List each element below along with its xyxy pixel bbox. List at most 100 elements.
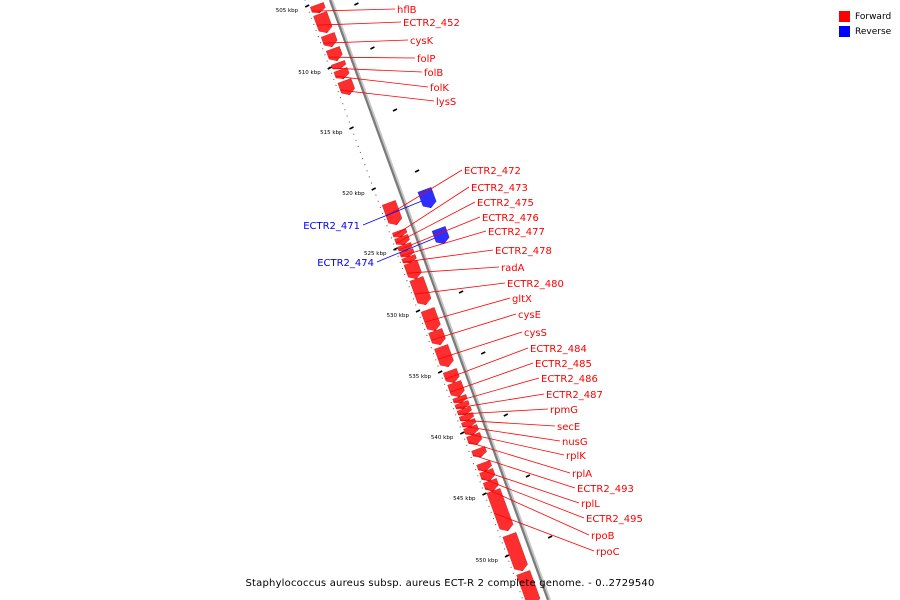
gene-label-rada: radA	[501, 263, 525, 274]
gene-arrow-forward-16	[428, 328, 446, 346]
scale-dot	[432, 353, 435, 355]
scale-dot	[397, 255, 399, 257]
scale-tick	[504, 554, 510, 558]
scale-dot	[384, 219, 386, 221]
scale-dot	[475, 469, 477, 471]
scale-dot	[339, 97, 342, 99]
gene-arrow-shade	[409, 276, 433, 307]
scale-tick	[304, 4, 310, 8]
scale-dot	[430, 347, 432, 349]
minor-tick	[458, 290, 464, 294]
gene-arrow-forward-18	[442, 368, 460, 384]
scale-dot	[495, 524, 497, 526]
scale-dot	[488, 505, 490, 507]
gene-arrow-forward-31	[486, 488, 514, 532]
scale-dot	[319, 42, 322, 44]
gene-label-ectr2-478: ECTR2_478	[495, 246, 552, 257]
scale-tick	[371, 187, 377, 191]
gene-label-ectr2-475: ECTR2_475	[477, 198, 534, 209]
leader-line-rpmg	[458, 408, 549, 415]
scale-dot	[353, 133, 355, 135]
scale-dot	[472, 463, 475, 465]
gene-arrow-shade	[392, 228, 408, 239]
scale-dot	[330, 72, 333, 74]
scale-dot	[508, 560, 510, 562]
scale-dot	[421, 322, 424, 324]
scale-dot	[304, 0, 306, 1]
gene-label-cysk: cysK	[410, 36, 434, 47]
scale-dot	[444, 383, 446, 385]
gene-arrow-shade	[447, 380, 466, 399]
gene-arrow-forward-5	[333, 67, 350, 80]
gene-label-sece: secE	[557, 422, 580, 433]
gene-label-ectr2-474: ECTR2_474	[317, 258, 374, 269]
scale-dot	[503, 548, 506, 550]
scale-dot	[342, 103, 344, 105]
scale-dot	[519, 591, 521, 593]
scale-ticks: 505 kbp 510 kbp 515 kbp 520 kbp 525 kbp 530 k…	[276, 0, 553, 599]
leader-line-lyss	[340, 89, 435, 102]
scale-dot	[510, 566, 512, 568]
gene-arrow-forward-1	[313, 11, 333, 34]
leader-line-folk	[335, 75, 429, 88]
reverse-swatch	[839, 26, 850, 37]
gene-label-ectr2-493: ECTR2_493	[577, 484, 634, 495]
scale-dot	[335, 84, 337, 86]
minor-tick	[370, 46, 375, 50]
gene-arrow-forward-33	[516, 570, 541, 600]
scale-dot	[468, 450, 470, 452]
gene-label-ectr2-495: ECTR2_495	[586, 514, 643, 525]
gene-label-cyss: cysS	[524, 328, 547, 339]
scale-dot	[428, 341, 430, 343]
gene-label-ectr2-484: ECTR2_484	[530, 344, 587, 355]
gene-label-rpob: rpoB	[591, 531, 615, 542]
leader-line-ectr2-477	[400, 230, 487, 257]
gene-label-ectr2-480: ECTR2_480	[507, 279, 564, 290]
forward-swatch	[839, 11, 850, 22]
leader-line-ectr2-474	[376, 237, 435, 263]
scale-dot	[441, 377, 444, 379]
scale-dot	[406, 280, 408, 282]
scale-dot	[404, 273, 406, 276]
gene-arrow-shade	[313, 11, 334, 35]
leader-line-ectr2-478	[402, 249, 494, 263]
scale-dot	[326, 60, 328, 62]
scale-dot	[419, 316, 421, 318]
scale-dot	[512, 572, 514, 575]
leader-line-ectr2-484	[445, 347, 529, 380]
leader-line-folp	[328, 56, 416, 59]
minor-tick	[480, 351, 486, 355]
gene-arrow-shade	[331, 60, 347, 71]
leader-line-ectr2-495	[481, 477, 585, 519]
scale-dot	[313, 23, 315, 25]
scale-dot	[386, 225, 388, 227]
gene-label-ectr2-476: ECTR2_476	[482, 213, 539, 224]
gene-arrow-shade	[321, 32, 339, 49]
gene-arrow-shade	[428, 328, 447, 347]
scale-tick	[415, 309, 421, 313]
scale-dot	[490, 511, 492, 513]
gene-arrow-shade	[476, 460, 493, 473]
leader-line-ectr2-493	[472, 454, 576, 489]
minor-tick	[547, 535, 553, 539]
scale-tick	[393, 247, 398, 251]
gene-arrow-shade	[421, 307, 442, 333]
gene-label-hflb: hflB	[397, 5, 417, 16]
scale-dot	[381, 212, 384, 215]
scale-dot	[370, 182, 373, 184]
leader-line-rpob	[484, 487, 590, 536]
scale-dot	[517, 585, 519, 587]
gene-label-rpla: rplA	[572, 469, 592, 480]
leader-line-ectr2-487	[455, 393, 545, 409]
gene-arrow-shade	[337, 78, 356, 97]
scale-tick	[327, 66, 333, 70]
scale-dot	[426, 334, 428, 337]
scale-dot	[390, 237, 393, 239]
scale-tick	[437, 370, 443, 374]
scale-tick-label: 505 kbp	[276, 8, 299, 14]
scale-tick-label: 530 kbp	[387, 313, 410, 319]
gene-label-ectr2-473: ECTR2_473	[471, 183, 528, 194]
gene-arrow-shade	[471, 446, 488, 459]
leader-line-hflb	[311, 8, 396, 12]
